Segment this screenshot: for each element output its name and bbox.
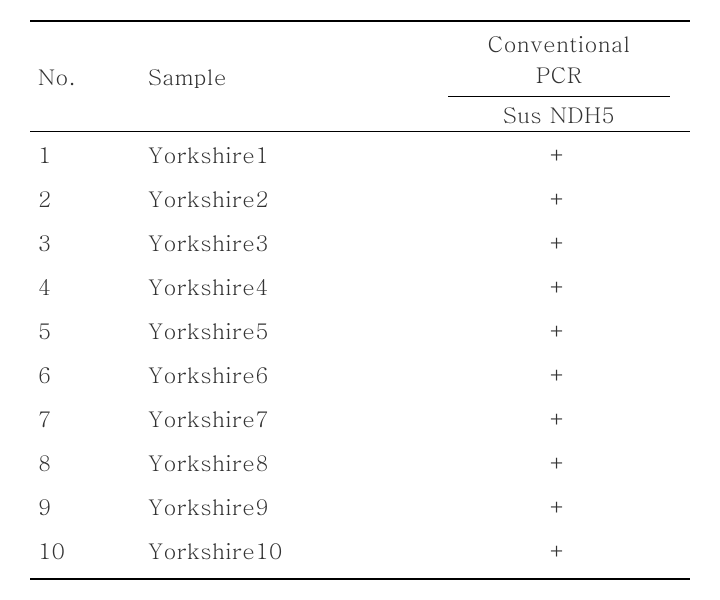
table-header: No. Sample Conventional PCR Sus NDH5 — [30, 21, 690, 132]
header-pcr-group-cell: Conventional PCR — [448, 21, 690, 97]
cell-no: 5 — [30, 308, 118, 352]
header-sample: Sample — [118, 21, 448, 132]
cell-sample: Yorkshire6 — [118, 352, 448, 396]
cell-no: 4 — [30, 264, 118, 308]
cell-pcr: + — [448, 440, 690, 484]
cell-no: 2 — [30, 176, 118, 220]
table-row: 2Yorkshire2+ — [30, 176, 690, 220]
cell-no: 3 — [30, 220, 118, 264]
cell-pcr: + — [448, 220, 690, 264]
cell-no: 6 — [30, 352, 118, 396]
table-body: 1Yorkshire1+2Yorkshire2+3Yorkshire3+4Yor… — [30, 132, 690, 580]
cell-pcr: + — [448, 308, 690, 352]
cell-no: 1 — [30, 132, 118, 177]
table-row: 4Yorkshire4+ — [30, 264, 690, 308]
cell-no: 9 — [30, 484, 118, 528]
cell-sample: Yorkshire5 — [118, 308, 448, 352]
pcr-results-table: No. Sample Conventional PCR Sus NDH5 1Yo… — [30, 20, 690, 580]
cell-sample: Yorkshire4 — [118, 264, 448, 308]
table-row: 1Yorkshire1+ — [30, 132, 690, 177]
cell-pcr: + — [448, 176, 690, 220]
cell-no: 7 — [30, 396, 118, 440]
cell-sample: Yorkshire2 — [118, 176, 448, 220]
cell-sample: Yorkshire1 — [118, 132, 448, 177]
header-pcr-sub: Sus NDH5 — [448, 97, 690, 132]
cell-pcr: + — [448, 484, 690, 528]
table-row: 9Yorkshire9+ — [30, 484, 690, 528]
cell-pcr: + — [448, 528, 690, 579]
cell-sample: Yorkshire8 — [118, 440, 448, 484]
cell-sample: Yorkshire9 — [118, 484, 448, 528]
table-row: 3Yorkshire3+ — [30, 220, 690, 264]
cell-sample: Yorkshire10 — [118, 528, 448, 579]
table-row: 5Yorkshire5+ — [30, 308, 690, 352]
cell-no: 10 — [30, 528, 118, 579]
cell-pcr: + — [448, 264, 690, 308]
table-row: 7Yorkshire7+ — [30, 396, 690, 440]
cell-sample: Yorkshire3 — [118, 220, 448, 264]
cell-no: 8 — [30, 440, 118, 484]
table-row: 6Yorkshire6+ — [30, 352, 690, 396]
header-pcr-group: Conventional PCR — [448, 22, 670, 97]
cell-sample: Yorkshire7 — [118, 396, 448, 440]
cell-pcr: + — [448, 352, 690, 396]
table-row: 10Yorkshire10+ — [30, 528, 690, 579]
cell-pcr: + — [448, 132, 690, 177]
cell-pcr: + — [448, 396, 690, 440]
header-no: No. — [30, 21, 118, 132]
table-row: 8Yorkshire8+ — [30, 440, 690, 484]
